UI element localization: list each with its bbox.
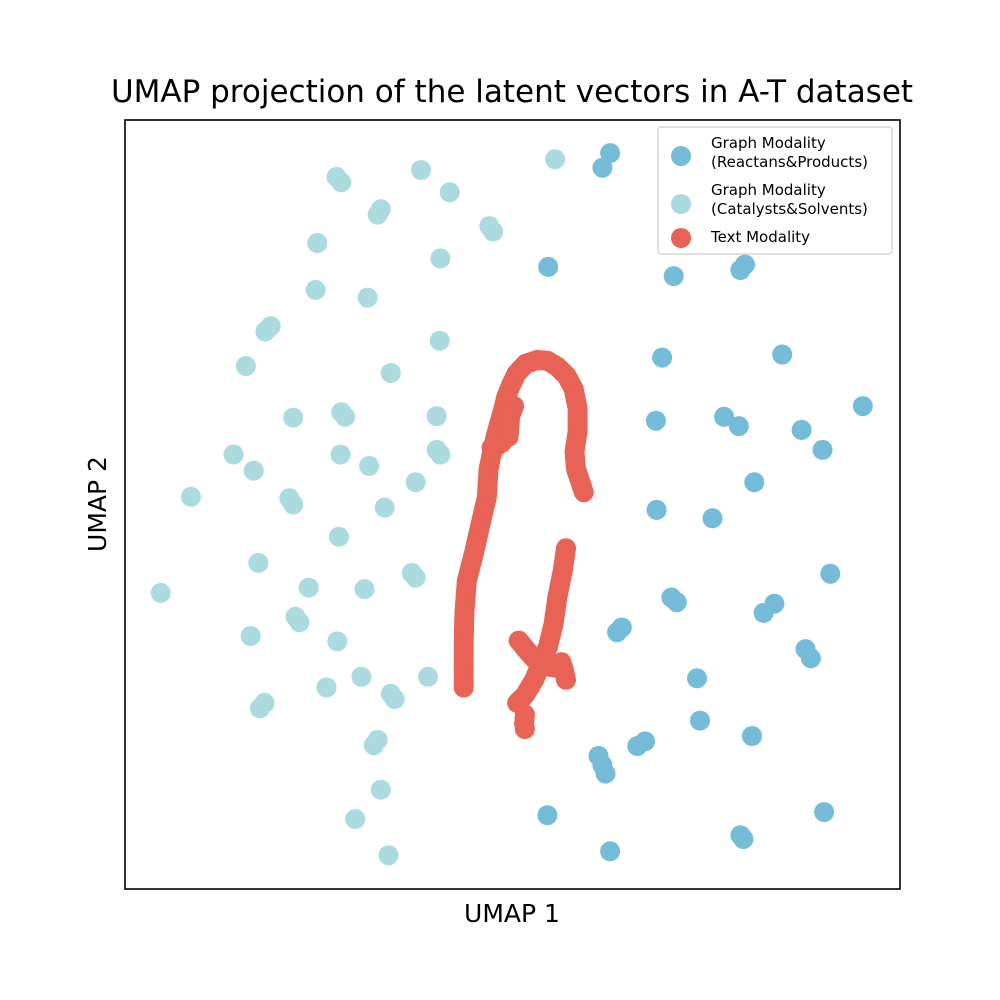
y-axis-label: UMAP 2 [83,456,112,552]
data-point [595,763,616,784]
data-point [150,582,171,603]
data-point [357,287,378,308]
data-point [359,456,380,476]
data-point [666,592,687,613]
data-point [429,330,450,351]
legend-marker [671,228,691,248]
data-point [430,444,451,465]
data-point [714,406,735,427]
data-point [255,321,276,342]
legend-item: Text Modality [671,228,810,248]
data-point [235,356,256,377]
legend-item: Graph Modality (Reactans&Products) [671,134,868,171]
data-point [514,719,535,739]
data-point [380,363,401,383]
legend-label: Graph Modality (Catalysts&Solvents) [711,181,868,218]
data-point [483,221,504,242]
data-point [374,497,395,518]
data-point [702,508,723,529]
data-point [498,426,519,447]
data-point [742,726,762,746]
data-point [354,579,375,600]
data-point [646,499,667,520]
data-point [538,256,559,277]
legend-marker [671,194,691,214]
legend-marker [671,146,691,166]
data-point [611,617,632,638]
data-point [728,416,749,437]
data-point [663,266,684,287]
data-point [764,593,785,614]
data-point [405,472,426,493]
legend-box [657,126,893,255]
data-point [735,254,755,275]
data-point [744,472,765,493]
data-point [331,172,352,193]
data-point [223,444,244,465]
data-point [690,710,710,731]
data-point [316,677,337,698]
data-point [852,396,873,417]
plot-area-frame [124,119,901,890]
data-point [327,631,348,652]
data-point [305,279,326,300]
data-point [800,648,821,669]
x-axis-label: UMAP 1 [464,899,560,928]
data-point [249,698,270,719]
legend-label: Graph Modality (Reactans&Products) [711,134,868,171]
data-point [430,248,451,269]
data-point [592,157,613,178]
chart-title: UMAP projection of the latent vectors in… [111,74,913,110]
data-point [330,444,351,465]
data-point [243,460,264,481]
data-point [645,410,666,431]
data-point [439,182,460,203]
data-point [791,419,812,440]
data-point [298,577,319,598]
data-point [537,805,558,826]
data-point [351,666,372,687]
data-point [481,437,502,458]
scatter-marks [150,143,873,866]
data-point [180,486,201,507]
series-3 [453,349,594,739]
data-point [733,829,754,849]
data-point [814,802,835,823]
data-point [335,406,356,427]
data-point [635,731,655,752]
data-point [405,567,426,588]
data-point [384,689,405,710]
data-point [328,526,349,547]
data-point [378,845,399,866]
data-point [418,666,438,687]
data-point [600,841,621,862]
series-2 [150,149,566,866]
data-point [812,439,833,460]
data-point [367,204,388,225]
legend-label: Text Modality [710,228,810,246]
data-point [820,563,841,584]
data-point [426,406,447,427]
legend-item: Graph Modality (Catalysts&Solvents) [671,181,868,218]
data-point [573,482,594,503]
data-point [283,494,304,515]
data-point [556,669,576,690]
data-point [545,149,566,170]
data-point [772,344,793,365]
data-point [283,407,304,428]
legend: Graph Modality (Reactans&Products) Graph M… [657,126,893,255]
data-point [363,735,384,756]
data-point [345,809,366,829]
data-point [370,779,391,800]
data-point [687,668,707,689]
data-point [240,626,261,646]
data-point [307,233,328,253]
data-point [652,347,673,368]
data-point [411,160,432,180]
series-1 [537,143,873,862]
data-point [248,552,269,573]
data-point [289,612,310,633]
